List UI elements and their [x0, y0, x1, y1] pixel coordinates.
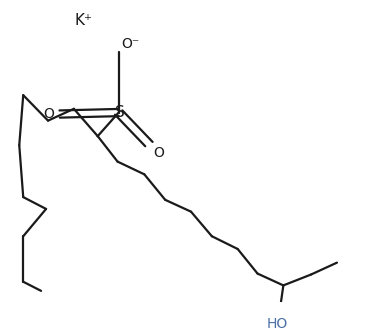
Text: S: S — [115, 105, 124, 120]
Text: K⁺: K⁺ — [75, 14, 93, 28]
Text: HO: HO — [267, 317, 288, 330]
Text: O: O — [153, 146, 164, 160]
Text: O: O — [43, 107, 54, 121]
Text: O⁻: O⁻ — [122, 37, 140, 51]
